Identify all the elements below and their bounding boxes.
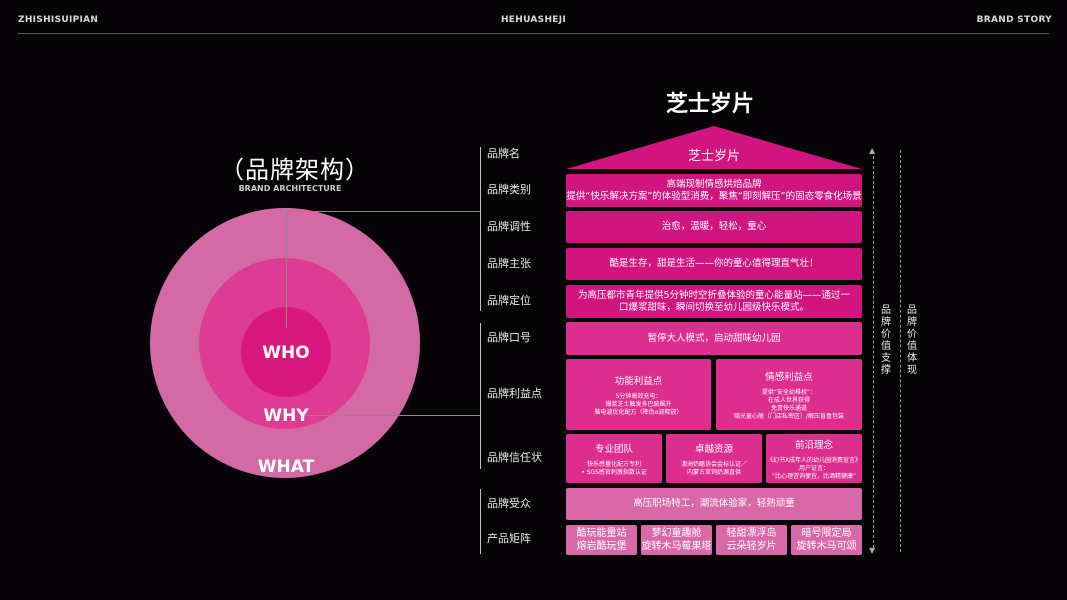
why-label: WHY <box>263 406 309 426</box>
emotional-benefit-line: 在成人世界获得 <box>767 396 810 404</box>
trust-resource-title: 卓越资源 <box>694 443 733 455</box>
label-tone: 品牌调性 <box>487 220 531 233</box>
leader-line-who <box>286 211 287 328</box>
what-label: WHAT <box>257 457 315 477</box>
pyramid-title: 芝士岁片 <box>665 92 754 117</box>
trust-team-title: 专业团队 <box>594 443 633 455</box>
functional-benefit-title: 功能利益点 <box>614 375 663 387</box>
label-claim: 品牌主张 <box>487 257 531 270</box>
label-name: 品牌名 <box>487 147 520 160</box>
architecture-title: （品牌架构） <box>220 156 370 184</box>
emotional-benefit-box: 情感利益点 提供“安全幼稚权”： 在成人世界获得 免责快乐通道 暗光童心舱（门店… <box>716 359 862 430</box>
category-box: 高端现制情感烘焙品牌 提供“快乐解决方案”的体验型消费，聚焦“即刻解压”的固态零… <box>566 174 862 207</box>
label-position: 品牌定位 <box>487 294 531 307</box>
product-box: 轻甜漂浮岛 云朵轻岁片 <box>716 525 787 555</box>
claim-box: 酷是生存，甜是生活——你的童心值得理直气壮！ <box>566 248 862 280</box>
audience-text: 高压职场特工，潮流体验家，轻熟顽童 <box>633 498 795 509</box>
label-matrix: 产品矩阵 <box>487 532 531 545</box>
functional-benefit-box: 功能利益点 5分钟高效充电： 爆浆芝士触发多巴胺飙升 脑电波优化配方（降伪α波释… <box>566 359 711 430</box>
emotional-benefit-line: 提供“安全幼稚权”： <box>761 388 817 396</box>
slogan-box: 暂停大人模式，启动甜味幼儿园 <box>566 322 862 355</box>
header-right: BRAND STORY <box>976 15 1052 25</box>
trust-team-box: 专业团队 快乐感量化配方专利 • SGS感官刺激指数认证 <box>566 434 662 483</box>
label-trust: 品牌信任状 <box>487 451 542 464</box>
label-benefit: 品牌利益点 <box>487 387 542 400</box>
position-box: 为高压都市青年提供5分钟时空折叠体验的童心能量站——通过一 口爆浆甜味，瞬间切换… <box>566 285 862 318</box>
header-left: ZHISHISUIPIAN <box>18 15 99 25</box>
product-name: 酷玩能量站 <box>576 528 627 539</box>
who-label: WHO <box>262 343 310 363</box>
functional-benefit-line: 脑电波优化配方（降伪α波释放） <box>594 408 683 416</box>
position-line-1: 为高压都市青年提供5分钟时空折叠体验的童心能量站——通过一 <box>577 289 851 301</box>
trust-resource-line: 内蒙古草饲奶源直供 <box>686 468 741 476</box>
arrow-down-icon: ▼ <box>869 546 876 555</box>
tone-text: 治愈，温暖，轻松，童心 <box>661 221 767 232</box>
product-box: 暗号限定局 旋转木马可颂 <box>791 525 862 555</box>
brand-name-box: 芝士岁片 <box>687 149 740 164</box>
emotional-benefit-line: 暗光童心舱（门店私密区）/解压盲盒包装 <box>733 412 845 420</box>
category-line-1: 高端现制情感烘焙品牌 <box>666 178 762 190</box>
category-line-2: 提供“快乐解决方案”的体验型消费，聚焦“即刻解压”的固态零食化场景 <box>566 190 862 202</box>
emotional-benefit-title: 情感利益点 <box>765 371 813 383</box>
value-expression-label: 品牌价值体现 <box>907 305 917 376</box>
trust-concept-title: 前沿理念 <box>794 439 833 451</box>
product-item: 旋转木马莓果塔 <box>641 541 712 552</box>
roof-shape <box>566 126 862 169</box>
trust-concept-line: 《幻书X成年人的幼儿园消费宣言》 <box>766 456 862 464</box>
architecture-subtitle: BRAND ARCHITECTURE <box>238 184 342 193</box>
product-item: 旋转木马可颂 <box>796 541 857 552</box>
trust-team-line: • SGS感官刺激指数认证 <box>581 468 647 476</box>
label-audience: 品牌受众 <box>487 497 531 510</box>
audience-box: 高压职场特工，潮流体验家，轻熟顽童 <box>566 488 862 520</box>
arrow-up-icon: ▲ <box>869 146 876 155</box>
position-line-2: 口爆浆甜味，瞬间切换至幼儿园级快乐模式。 <box>618 301 809 313</box>
expression-axis-line <box>900 150 901 552</box>
tone-box: 治愈，温暖，轻松，童心 <box>566 211 862 243</box>
slogan-text: 暂停大人模式，启动甜味幼儿园 <box>647 332 781 344</box>
header-divider <box>18 33 1049 34</box>
leader-line-why <box>306 415 481 416</box>
leader-line-top <box>286 211 481 212</box>
functional-benefit-line: 爆浆芝士触发多巴胺飙升 <box>605 400 672 408</box>
trust-concept-box: 前沿理念 《幻书X成年人的幼儿园消费宣言》 用户证言： “比心理咨询便宜，比酒精… <box>766 434 862 483</box>
trust-resource-line: 澳洲奶酪协会金标认证／ <box>680 460 747 468</box>
label-slogan: 品牌口号 <box>487 331 531 344</box>
label-category: 品牌类别 <box>487 183 531 196</box>
claim-text: 酷是生存，甜是生活——你的童心值得理直气壮！ <box>609 258 819 269</box>
product-item: 熔岩酷玩堡 <box>576 541 627 552</box>
bracket-group-2 <box>480 323 481 469</box>
product-box: 梦幻童趣舱 旋转木马莓果塔 <box>641 525 712 555</box>
product-name: 梦幻童趣舱 <box>651 528 702 539</box>
header-center: HEHUASHEJI <box>500 15 567 25</box>
product-item: 云朵轻岁片 <box>726 541 777 552</box>
trust-team-line: 快乐感量化配方专利 <box>586 460 641 468</box>
bracket-group-1 <box>480 147 481 311</box>
product-name: 暗号限定局 <box>801 528 852 539</box>
product-box: 酷玩能量站 熔岩酷玩堡 <box>566 525 637 555</box>
product-name: 轻甜漂浮岛 <box>726 528 777 539</box>
trust-concept-line: 用户证言： <box>798 464 829 472</box>
support-axis-line <box>873 156 874 548</box>
trust-concept-line: “比心理咨询便宜，比酒精健康” <box>771 472 857 480</box>
functional-benefit-line: 5分钟高效充电： <box>615 392 662 400</box>
emotional-benefit-line: 免责快乐通道 <box>770 404 807 412</box>
trust-resource-box: 卓越资源 澳洲奶酪协会金标认证／ 内蒙古草饲奶源直供 <box>666 434 762 483</box>
bracket-group-3 <box>480 489 481 554</box>
value-support-label: 品牌价值支撑 <box>881 305 891 376</box>
